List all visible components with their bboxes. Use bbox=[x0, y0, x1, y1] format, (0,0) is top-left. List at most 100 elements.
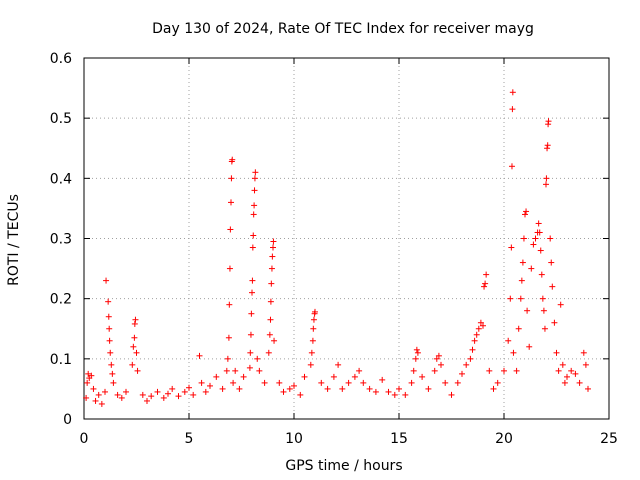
data-point bbox=[442, 379, 449, 386]
data-point bbox=[564, 373, 570, 380]
data-point bbox=[501, 367, 507, 374]
data-point bbox=[133, 349, 140, 356]
data-point bbox=[123, 388, 129, 395]
data-point bbox=[520, 235, 527, 242]
data-point bbox=[535, 220, 542, 227]
data-point bbox=[270, 244, 276, 251]
data-point bbox=[132, 316, 139, 323]
data-point bbox=[469, 346, 476, 353]
data-point bbox=[310, 316, 317, 323]
data-point bbox=[335, 361, 342, 368]
y-tick-label: 0.2 bbox=[50, 292, 72, 308]
data-point bbox=[486, 367, 493, 374]
data-point bbox=[379, 376, 386, 383]
data-point bbox=[232, 367, 239, 374]
data-point bbox=[83, 394, 90, 401]
data-point bbox=[559, 361, 566, 368]
data-point bbox=[270, 238, 277, 245]
data-point bbox=[224, 355, 231, 362]
data-point bbox=[228, 199, 234, 206]
data-point bbox=[92, 397, 99, 404]
data-point bbox=[202, 388, 209, 395]
data-point bbox=[256, 367, 263, 374]
data-point bbox=[85, 370, 92, 377]
data-point bbox=[475, 325, 482, 332]
data-point bbox=[108, 361, 115, 368]
data-point bbox=[396, 385, 402, 392]
data-point bbox=[576, 379, 583, 386]
data-point bbox=[538, 271, 545, 278]
data-point bbox=[548, 259, 555, 266]
data-point bbox=[523, 208, 530, 215]
data-point bbox=[291, 382, 297, 389]
data-point bbox=[88, 372, 95, 379]
chart-title: Day 130 of 2024, Rate Of TEC Index for r… bbox=[152, 21, 534, 37]
data-point bbox=[544, 142, 551, 149]
data-point bbox=[223, 367, 230, 374]
data-point bbox=[459, 370, 465, 377]
data-point bbox=[433, 355, 440, 362]
data-point bbox=[408, 379, 415, 386]
data-point bbox=[198, 379, 205, 386]
data-point bbox=[414, 349, 421, 356]
data-point bbox=[477, 319, 484, 326]
data-point bbox=[356, 367, 363, 374]
data-point bbox=[301, 373, 308, 380]
y-tick-label: 0.6 bbox=[50, 51, 72, 67]
data-point bbox=[507, 295, 514, 302]
data-point bbox=[105, 313, 112, 320]
data-point bbox=[413, 346, 420, 353]
data-point bbox=[551, 319, 558, 326]
data-point bbox=[530, 241, 537, 248]
data-point bbox=[249, 244, 256, 251]
data-point bbox=[537, 247, 544, 254]
data-point bbox=[261, 379, 268, 386]
data-point bbox=[509, 89, 516, 96]
data-point bbox=[207, 382, 213, 389]
data-point bbox=[545, 118, 552, 125]
data-point bbox=[585, 385, 591, 392]
data-point bbox=[515, 325, 522, 332]
data-point bbox=[467, 355, 474, 362]
data-point bbox=[250, 232, 257, 239]
data-point bbox=[267, 316, 274, 323]
x-axis-label: GPS time / hours bbox=[285, 458, 402, 474]
data-point bbox=[251, 187, 258, 194]
data-point bbox=[532, 235, 539, 242]
data-point bbox=[543, 181, 549, 188]
data-point bbox=[513, 367, 520, 374]
data-point bbox=[454, 379, 461, 386]
data-point bbox=[84, 379, 91, 386]
data-point bbox=[106, 337, 113, 344]
data-point bbox=[165, 390, 171, 397]
data-point bbox=[134, 367, 141, 374]
data-point bbox=[572, 370, 579, 377]
data-point bbox=[351, 373, 358, 380]
data-point bbox=[240, 373, 247, 380]
data-point bbox=[280, 388, 287, 395]
data-point bbox=[510, 349, 517, 356]
data-point bbox=[252, 169, 259, 176]
data-point bbox=[90, 385, 97, 392]
data-point bbox=[312, 308, 318, 315]
data-point bbox=[271, 337, 278, 344]
data-point bbox=[425, 385, 432, 392]
data-point bbox=[480, 322, 486, 329]
data-point bbox=[508, 163, 515, 170]
data-point bbox=[276, 379, 283, 386]
data-point bbox=[144, 397, 150, 404]
data-point bbox=[148, 393, 155, 400]
data-point bbox=[251, 202, 258, 209]
data-point bbox=[103, 277, 110, 284]
data-point bbox=[196, 352, 203, 359]
data-point bbox=[541, 325, 548, 332]
data-point bbox=[438, 361, 444, 368]
data-point bbox=[473, 331, 480, 338]
data-point bbox=[568, 367, 575, 374]
x-tick-label: 25 bbox=[600, 431, 618, 447]
data-point bbox=[540, 307, 547, 314]
data-point bbox=[555, 367, 562, 374]
data-point bbox=[106, 325, 113, 332]
data-point bbox=[505, 337, 512, 344]
